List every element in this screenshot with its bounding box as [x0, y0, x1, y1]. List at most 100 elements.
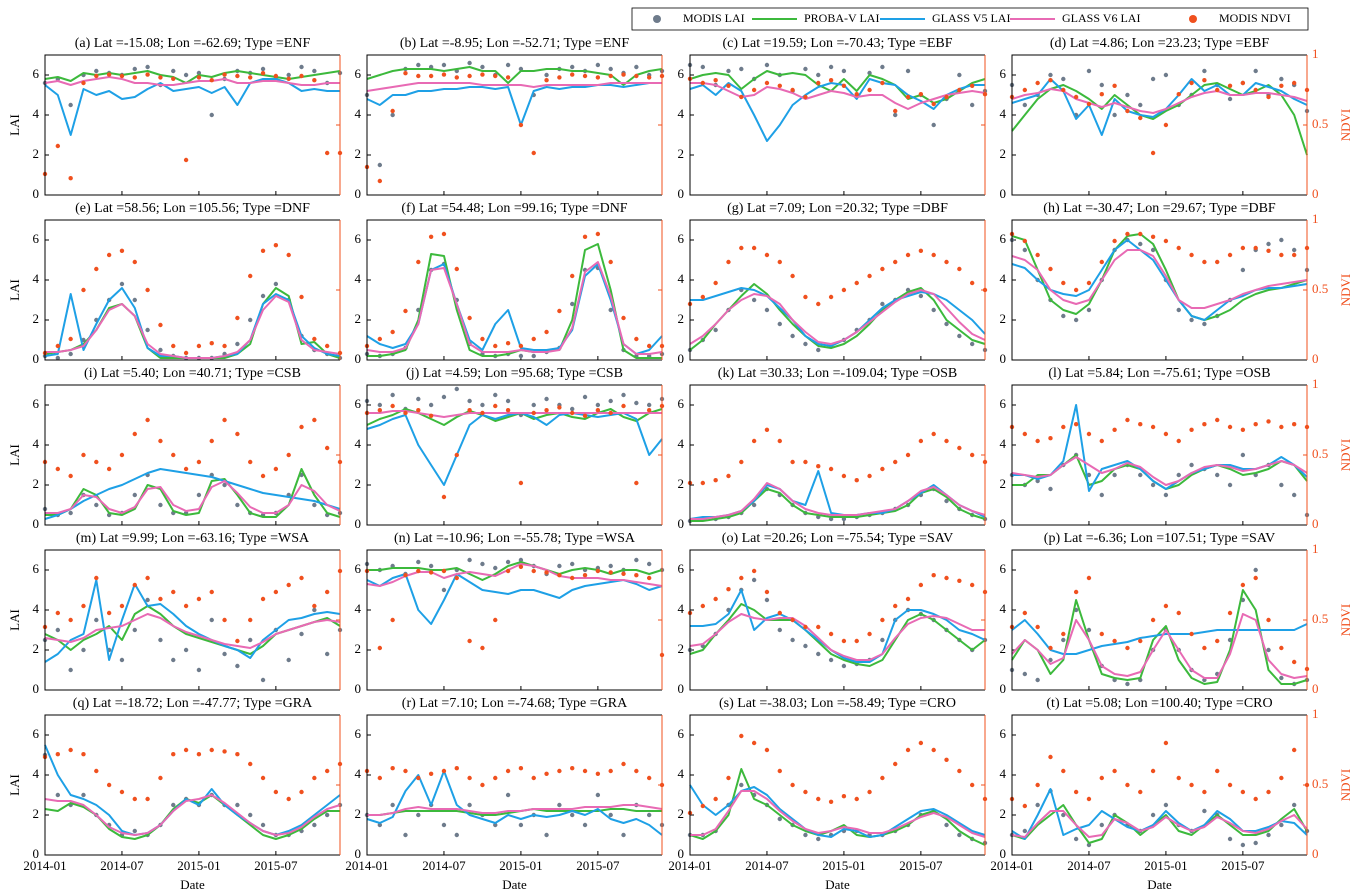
- point: [969, 341, 975, 347]
- point: [764, 252, 770, 258]
- point: [377, 178, 383, 184]
- y-tick-label: 6: [678, 231, 685, 246]
- point: [171, 802, 176, 808]
- x-tick-label: 2014-01: [345, 858, 388, 873]
- point: [1291, 802, 1297, 808]
- point: [312, 775, 317, 781]
- point: [557, 405, 562, 410]
- point: [1291, 252, 1297, 258]
- series-line: [1011, 589, 1308, 685]
- y2-tick-label: 0: [1312, 681, 1319, 696]
- x-tick-label: 2014-01: [23, 858, 66, 873]
- point: [1266, 94, 1271, 100]
- y-tick-label: 0: [1000, 516, 1007, 531]
- y-tick-label: 4: [33, 436, 40, 451]
- y-tick-label: 6: [1000, 231, 1007, 246]
- series-line: [690, 482, 986, 520]
- point: [634, 768, 639, 774]
- point: [1163, 802, 1169, 808]
- point: [582, 394, 588, 400]
- point: [1189, 252, 1194, 258]
- point: [1279, 675, 1284, 681]
- point: [467, 557, 472, 563]
- point: [94, 459, 99, 465]
- y2-tick-label: 1: [1312, 211, 1319, 226]
- point: [119, 603, 125, 609]
- point: [918, 740, 924, 746]
- point: [145, 417, 150, 423]
- point: [518, 122, 524, 128]
- point: [428, 413, 434, 418]
- point: [106, 252, 112, 258]
- point: [260, 822, 266, 828]
- point: [1150, 234, 1156, 239]
- point: [1291, 247, 1297, 253]
- point: [828, 799, 834, 804]
- y-tick-label: 4: [355, 766, 362, 781]
- panel-title: (f) Lat =54.48; Lon =99.16; Type =DNF: [401, 201, 627, 216]
- point: [531, 410, 536, 416]
- y-tick-label: 0: [355, 186, 362, 201]
- point: [1279, 822, 1284, 828]
- point: [918, 248, 924, 253]
- point: [1150, 768, 1156, 774]
- point: [81, 603, 86, 609]
- point: [505, 559, 511, 565]
- point: [790, 782, 795, 788]
- point: [145, 64, 150, 70]
- point: [608, 73, 613, 79]
- point: [646, 408, 652, 413]
- point: [1061, 87, 1066, 93]
- point: [158, 637, 163, 643]
- point: [428, 402, 434, 408]
- point: [790, 617, 795, 623]
- y-tick-label: 0: [1000, 681, 1007, 696]
- panel-title: (r) Lat =7.10; Lon =-74.68; Type =GRA: [402, 696, 628, 711]
- point: [570, 273, 575, 279]
- point: [726, 259, 731, 265]
- y-tick-label: 4: [678, 106, 685, 121]
- axis-frame: [44, 219, 340, 361]
- point: [803, 643, 808, 649]
- series-line: [44, 579, 341, 663]
- point: [505, 568, 511, 574]
- point: [377, 822, 383, 828]
- y-tick-label: 2: [678, 146, 685, 161]
- point: [634, 557, 639, 563]
- point: [390, 112, 395, 118]
- point: [1202, 259, 1207, 265]
- point: [441, 394, 447, 400]
- point: [222, 651, 227, 657]
- point: [299, 64, 304, 70]
- point: [518, 557, 524, 563]
- series-line: [1011, 249, 1308, 309]
- point: [196, 75, 202, 80]
- point: [1086, 796, 1092, 802]
- point: [828, 657, 834, 663]
- point: [867, 70, 872, 76]
- point: [621, 392, 626, 398]
- point: [1035, 252, 1040, 258]
- point: [1061, 812, 1066, 818]
- series-line: [367, 561, 663, 581]
- point: [1073, 317, 1079, 323]
- point: [931, 122, 936, 128]
- point: [1176, 610, 1181, 616]
- point: [403, 573, 408, 578]
- point: [1291, 492, 1297, 498]
- point: [248, 812, 253, 818]
- series-line: [690, 82, 986, 110]
- point: [777, 768, 782, 774]
- point: [480, 336, 485, 342]
- point: [582, 573, 588, 578]
- point: [608, 570, 613, 575]
- point: [634, 400, 639, 406]
- point: [777, 816, 782, 822]
- point: [646, 812, 652, 818]
- series-line: [1011, 613, 1308, 679]
- axis-frame: [366, 54, 662, 196]
- point: [119, 452, 125, 458]
- y-tick-label: 6: [33, 726, 40, 741]
- point: [505, 62, 511, 68]
- point: [544, 329, 549, 335]
